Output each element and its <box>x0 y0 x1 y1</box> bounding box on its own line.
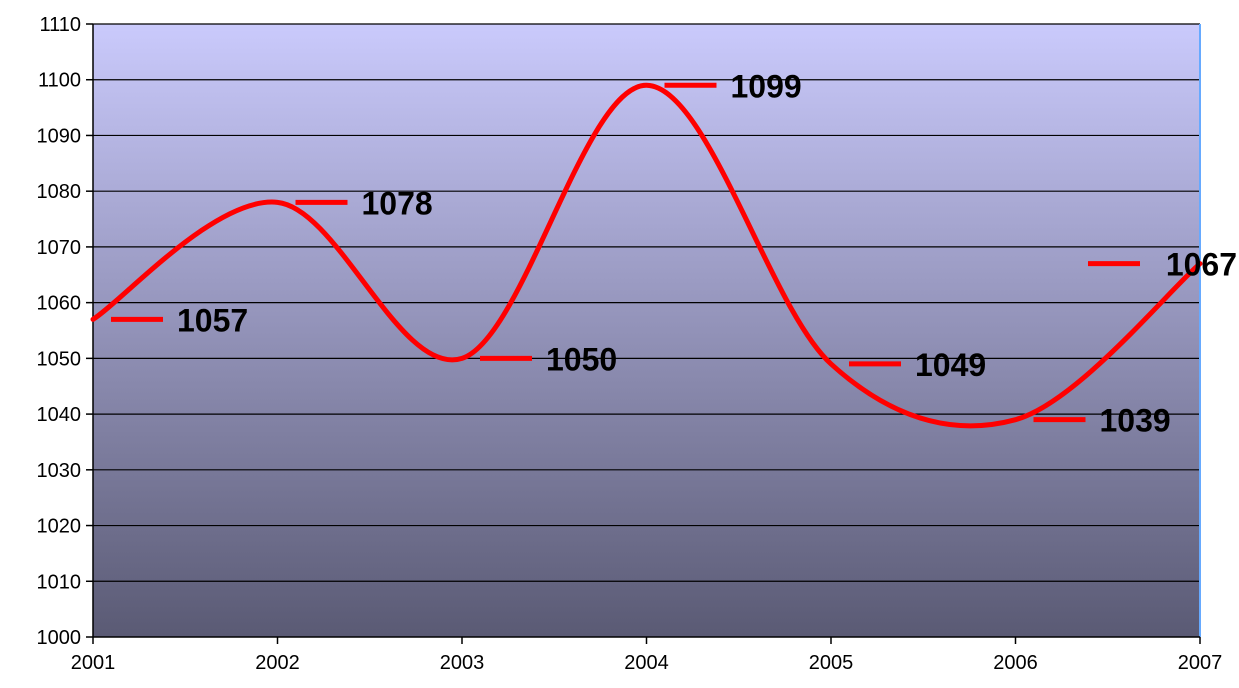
x-tick-label: 2005 <box>809 652 854 674</box>
data-label: 1039 <box>1100 403 1171 439</box>
y-tick-label: 1030 <box>37 460 82 482</box>
series-line <box>90 82 1203 429</box>
data-label: 1050 <box>546 341 617 377</box>
y-tick-label: 1070 <box>37 237 82 259</box>
data-markers <box>111 82 1140 423</box>
y-tick-label: 1080 <box>37 181 82 203</box>
gridlines <box>93 23 1200 582</box>
x-tick-label: 2006 <box>993 652 1038 674</box>
y-tick-label: 1010 <box>37 571 82 593</box>
y-tick-label: 1050 <box>37 348 82 370</box>
data-label: 1057 <box>177 302 248 338</box>
y-tick-label: 1020 <box>37 516 82 538</box>
y-tick-label: 1110 <box>39 14 81 36</box>
x-axis-ticks: 2001 2002 2003 2004 2005 2006 2007 <box>71 637 1223 674</box>
data-label: 1067 <box>1166 247 1237 283</box>
x-tick-label: 2003 <box>440 652 485 674</box>
y-axis-ticks: 1000 1010 1020 1030 1040 1050 1060 1070 1080 1090… <box>37 14 93 649</box>
x-tick-label: 2004 <box>624 652 669 674</box>
x-tick-label: 2001 <box>71 652 116 674</box>
y-tick-label: 1000 <box>37 627 82 649</box>
y-tick-label: 1040 <box>37 404 82 426</box>
data-labels: 1057 1078 1050 1099 1049 1039 1067 <box>177 68 1237 438</box>
plot-area <box>93 24 1200 637</box>
x-tick-label: 2002 <box>255 652 300 674</box>
data-label: 1049 <box>915 347 986 383</box>
y-tick-label: 1100 <box>38 70 81 92</box>
data-label: 1099 <box>731 68 802 104</box>
data-label: 1078 <box>362 185 433 221</box>
y-tick-label: 1060 <box>37 293 82 315</box>
y-tick-label: 1090 <box>37 125 82 147</box>
x-tick-label: 2007 <box>1178 652 1223 674</box>
